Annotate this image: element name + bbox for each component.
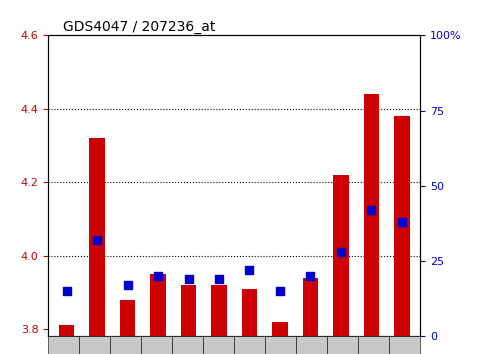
- Point: [63, 289, 71, 294]
- Point: [246, 267, 254, 273]
- Point: [154, 273, 162, 279]
- Point: [337, 249, 345, 255]
- Bar: [120, 299, 135, 336]
- Bar: [59, 325, 74, 336]
- Point: [276, 289, 284, 294]
- Bar: [89, 138, 105, 336]
- Point: [368, 207, 375, 213]
- Bar: [212, 285, 227, 336]
- Point: [124, 282, 131, 288]
- Point: [185, 276, 192, 282]
- Bar: [394, 116, 410, 336]
- Bar: [333, 175, 349, 336]
- Bar: [242, 289, 257, 336]
- Bar: [303, 278, 318, 336]
- Point: [307, 273, 314, 279]
- Point: [215, 276, 223, 282]
- Text: GDS4047 / 207236_at: GDS4047 / 207236_at: [63, 19, 215, 34]
- Bar: [272, 322, 287, 336]
- Bar: [150, 274, 166, 336]
- Point: [398, 219, 406, 225]
- Bar: [364, 94, 379, 336]
- Point: [93, 237, 101, 243]
- Bar: [181, 285, 196, 336]
